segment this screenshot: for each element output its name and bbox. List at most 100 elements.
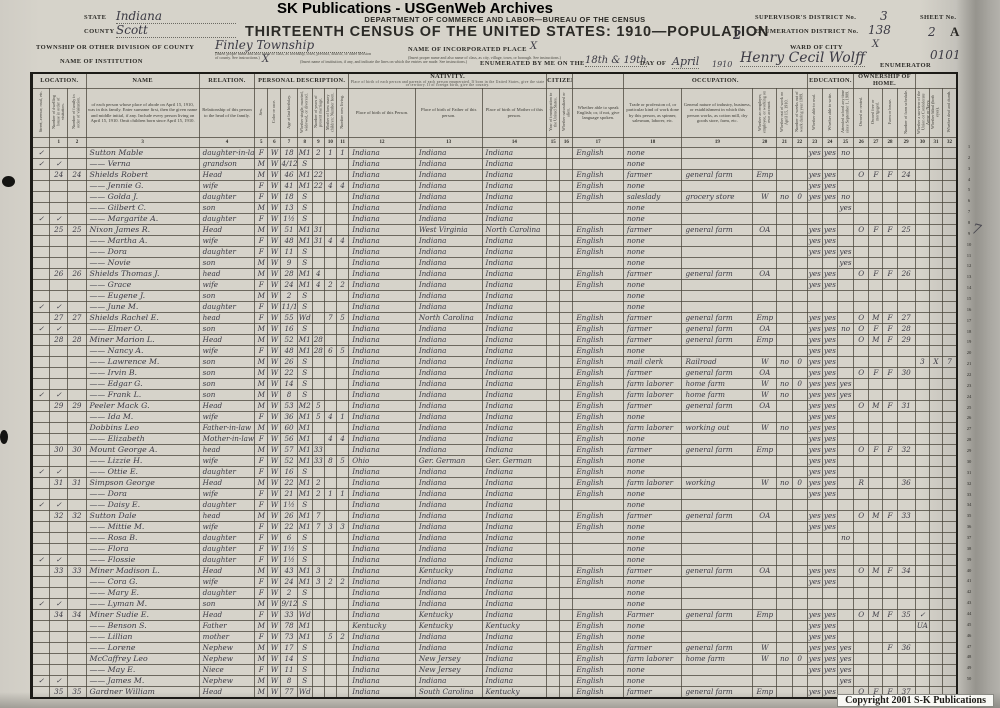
cell-lang: English <box>572 267 624 280</box>
cell-cls <box>752 630 778 643</box>
cell-bp: Indiana <box>348 256 416 269</box>
column-desc-age: Age at last birthday. <box>280 87 298 138</box>
cell-cls: W <box>752 476 778 489</box>
cell-sch <box>836 168 855 181</box>
cell-blind <box>928 179 944 192</box>
cell-own: O <box>853 443 870 456</box>
cell-wk <box>791 289 808 302</box>
cell-lang: English <box>572 399 624 412</box>
table-row: —— Martha A. wife F W 48 M1 31 4 4 Indiana Indiana… <box>30 234 958 247</box>
cell-name: Shields Thomas J. <box>85 267 200 280</box>
cell-fam <box>67 322 87 335</box>
cell-blind <box>928 498 944 511</box>
cell-own <box>853 201 870 214</box>
cell-ow <box>776 443 793 456</box>
cell-own <box>853 597 870 610</box>
cell-ym <box>311 300 325 313</box>
cell-wk: 0 <box>791 476 808 489</box>
cell-ind <box>681 344 754 357</box>
cell-surv <box>914 267 930 280</box>
cell-read <box>806 542 823 555</box>
column-number: 10 <box>323 136 337 148</box>
cell-immig <box>546 641 561 654</box>
cell-cb <box>323 212 337 225</box>
line-number: 7 <box>967 209 971 215</box>
cell-lang: English <box>572 146 624 159</box>
cell-age: 55 <box>280 311 298 324</box>
cell-occ: farmer <box>622 267 683 280</box>
cell-blind <box>928 223 944 236</box>
cell-mar: M1 <box>296 630 313 643</box>
cell-sex: M <box>254 157 269 170</box>
column-desc-text: Whether able to read. <box>811 93 817 130</box>
cell-ow <box>776 619 793 632</box>
cell-nat <box>559 630 574 643</box>
cell-read: yes <box>806 410 823 423</box>
cell-cl <box>335 663 350 676</box>
cell-cls: W <box>752 355 778 368</box>
cell-ow <box>776 674 793 687</box>
cell-color: W <box>267 553 282 566</box>
cell-farm <box>882 344 898 357</box>
cell-surv <box>914 674 930 687</box>
cell-sched: 30 <box>896 366 916 379</box>
cell-fbp: Indiana <box>414 498 483 511</box>
cell-dw <box>49 520 69 533</box>
cell-ym <box>311 685 325 699</box>
cell-fbp: Indiana <box>414 531 483 544</box>
cell-mbp: Indiana <box>481 289 548 302</box>
column-group-header: OCCUPATION. <box>622 72 808 89</box>
cell-immig <box>546 509 561 522</box>
cell-age: 22 <box>280 520 298 533</box>
table-row: 26 26 Shields Thomas J. head M W 28 M1 4 Indiana I… <box>30 267 958 280</box>
line-number: 18 <box>966 328 972 334</box>
cell-free <box>868 377 884 390</box>
cell-mar: M1 <box>296 333 313 346</box>
cell-own: O <box>853 168 870 181</box>
cell-age: 11/12 <box>280 300 298 313</box>
cell-mbp: Indiana <box>481 498 548 511</box>
cell-name: —— Ida M. <box>85 410 200 423</box>
cell-color: W <box>267 531 282 544</box>
cell-immig <box>546 564 561 577</box>
cell-ow <box>776 553 793 566</box>
cell-surv <box>914 399 930 412</box>
cell-ow <box>776 146 793 159</box>
cell-read: yes <box>806 443 823 456</box>
cell-fbp: Indiana <box>414 520 483 533</box>
cell-rel: Head <box>198 399 256 412</box>
cell-blind <box>928 575 944 588</box>
cell-mar: M1 <box>296 443 313 456</box>
cell-fbp: Indiana <box>414 432 483 445</box>
cell-ind <box>681 179 754 192</box>
column-number: 26 <box>853 136 870 148</box>
cell-sex: F <box>254 465 269 478</box>
cell-sex: F <box>254 245 269 258</box>
cell-occ: none <box>622 146 683 159</box>
column-desc-cb: Mother of how many children: Number born… <box>323 87 337 138</box>
cell-free <box>868 212 884 225</box>
cell-deaf <box>942 322 958 335</box>
cell-mbp: Indiana <box>481 344 548 357</box>
cell-fam <box>67 366 87 379</box>
cell-mar: S <box>296 674 313 687</box>
cell-own <box>853 498 870 511</box>
cell-fam <box>67 289 87 302</box>
cell-fam <box>67 212 87 225</box>
archive-banner-title: SK Publications - USGenWeb Archives <box>277 0 553 17</box>
cell-lang: English <box>572 432 624 445</box>
cell-blind <box>928 487 944 500</box>
cell-loc1 <box>30 267 51 280</box>
cell-fbp: New Jersey <box>414 663 483 676</box>
cell-loc1 <box>30 542 51 555</box>
cell-cls <box>752 300 778 313</box>
cell-cl <box>335 377 350 390</box>
cell-ym <box>311 157 325 170</box>
cell-rel: Nephew <box>198 652 256 665</box>
cell-name: —— Benson S. <box>85 619 200 632</box>
cell-bp: Indiana <box>348 179 416 192</box>
cell-wk <box>791 201 808 214</box>
cell-dw <box>49 190 69 203</box>
column-desc-sch: Attended school any time since September… <box>836 87 855 138</box>
cell-fbp: Indiana <box>414 322 483 335</box>
